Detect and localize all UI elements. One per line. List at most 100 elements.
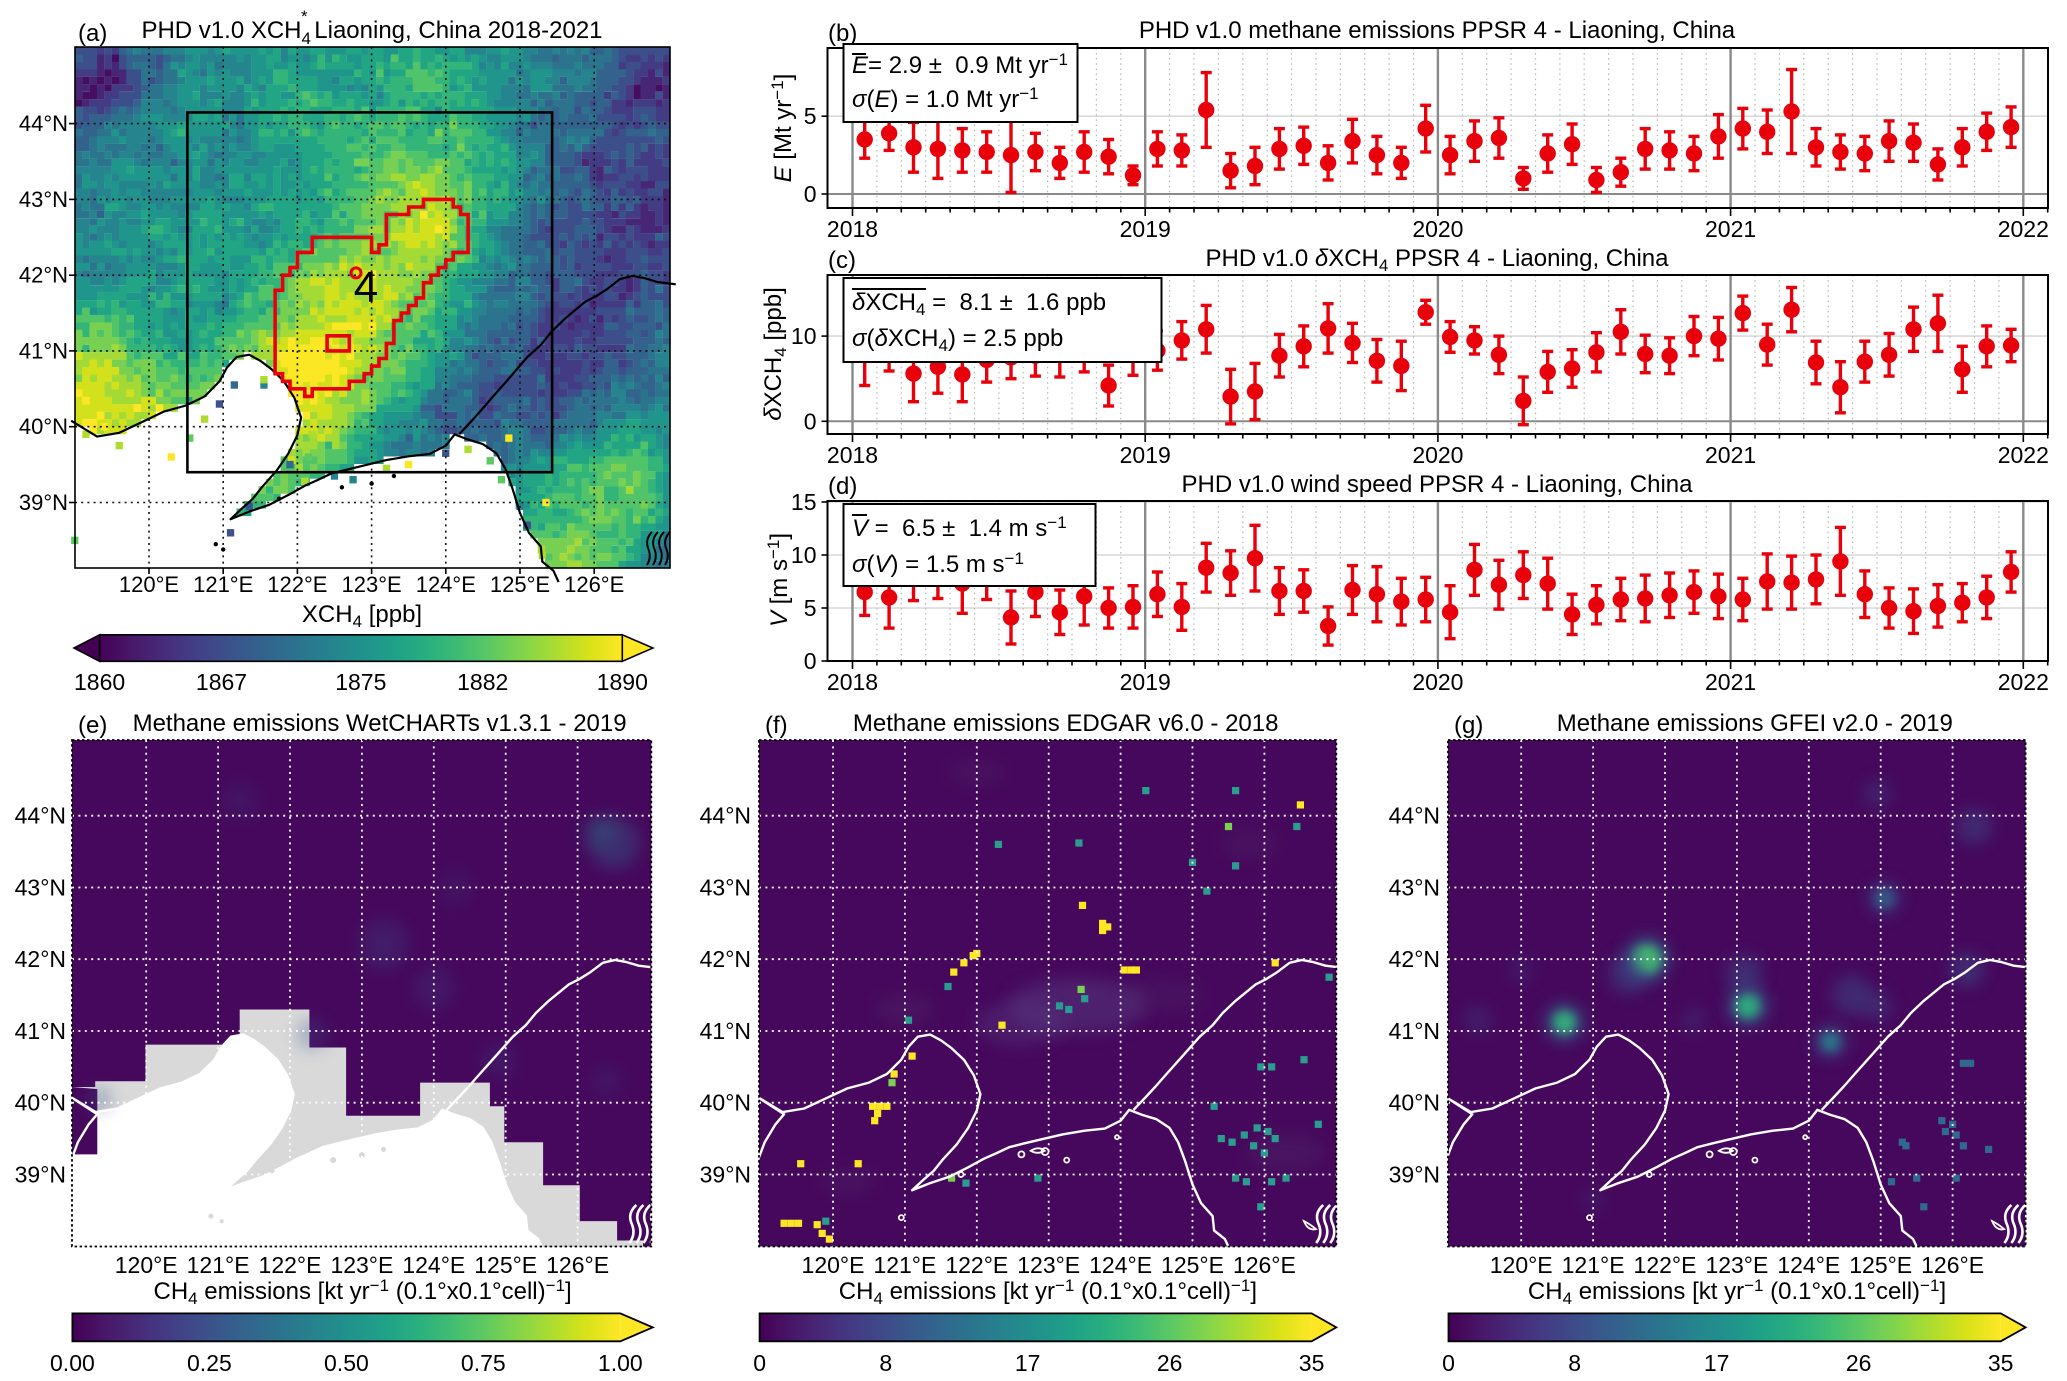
- svg-text:0: 0: [804, 181, 817, 207]
- svg-text:XCH4 [ppb]: XCH4 [ppb]: [302, 601, 422, 631]
- svg-text:43°N: 43°N: [15, 875, 66, 901]
- svg-text:39°N: 39°N: [1389, 1162, 1440, 1188]
- svg-text:26: 26: [1157, 1350, 1183, 1376]
- svg-text:43°N: 43°N: [1389, 875, 1440, 901]
- svg-text:126°E: 126°E: [564, 572, 624, 597]
- svg-text:44°N: 44°N: [1389, 803, 1440, 829]
- svg-text:2020: 2020: [1412, 442, 1463, 468]
- svg-text:122°E: 122°E: [1634, 1252, 1697, 1278]
- svg-text:17: 17: [1015, 1350, 1041, 1376]
- svg-text:15: 15: [791, 489, 817, 515]
- svg-text:41°N: 41°N: [1389, 1018, 1440, 1044]
- svg-text:126°E: 126°E: [1921, 1252, 1984, 1278]
- svg-text:V [m s−1]: V [m s−1]: [764, 533, 793, 627]
- svg-text:26: 26: [1846, 1350, 1872, 1376]
- svg-text:124°E: 124°E: [416, 572, 476, 597]
- svg-text:1867: 1867: [196, 669, 247, 695]
- svg-text:1882: 1882: [457, 669, 508, 695]
- svg-text:123°E: 123°E: [342, 572, 402, 597]
- svg-text:120°E: 120°E: [115, 1252, 178, 1278]
- svg-text:(g): (g): [1454, 712, 1483, 739]
- svg-text:PHD v1.0 wind speed PPSR 4 - L: PHD v1.0 wind speed PPSR 4 - Liaoning, C…: [1182, 471, 1694, 498]
- svg-text:CH4 emissions [kt yr−1 (0.1°x0: CH4 emissions [kt yr−1 (0.1°x0.1°cell)−1…: [1528, 1276, 1946, 1308]
- svg-text:120°E: 120°E: [1490, 1252, 1553, 1278]
- svg-text:122°E: 122°E: [945, 1252, 1008, 1278]
- svg-text:43°N: 43°N: [700, 875, 751, 901]
- svg-text:0.00: 0.00: [50, 1350, 95, 1376]
- svg-text:17: 17: [1704, 1350, 1730, 1376]
- svg-text:40°N: 40°N: [700, 1090, 751, 1116]
- svg-text:122°E: 122°E: [259, 1252, 322, 1278]
- svg-text:41°N: 41°N: [19, 338, 68, 363]
- svg-text:CH4 emissions [kt yr−1 (0.1°x0: CH4 emissions [kt yr−1 (0.1°x0.1°cell)−1…: [153, 1276, 571, 1308]
- svg-text:126°E: 126°E: [1233, 1252, 1296, 1278]
- svg-text:41°N: 41°N: [15, 1018, 66, 1044]
- svg-text:PHD v1.0 XCH4* Liaoning, China: PHD v1.0 XCH4* Liaoning, China 2018-2021: [141, 7, 602, 48]
- svg-text:2022: 2022: [1998, 669, 2049, 695]
- svg-text:121°E: 121°E: [187, 1252, 250, 1278]
- svg-text:10: 10: [791, 542, 817, 568]
- svg-text:2018: 2018: [827, 669, 878, 695]
- svg-text:121°E: 121°E: [873, 1252, 936, 1278]
- svg-text:σ(V) = 1.5 m s−1: σ(V) = 1.5 m s−1: [852, 549, 1024, 578]
- svg-text:Methane emissions WetCHARTs v1: Methane emissions WetCHARTs v1.3.1 - 201…: [133, 710, 627, 737]
- svg-text:Methane emissions GFEI v2.0 -: Methane emissions GFEI v2.0 - 2019: [1557, 710, 1953, 737]
- svg-text:CH4 emissions [kt yr−1 (0.1°x0: CH4 emissions [kt yr−1 (0.1°x0.1°cell)−1…: [839, 1276, 1257, 1308]
- svg-text:5: 5: [804, 595, 817, 621]
- svg-text:42°N: 42°N: [1389, 946, 1440, 972]
- svg-text:8: 8: [879, 1350, 892, 1376]
- svg-text:10: 10: [791, 323, 817, 349]
- svg-text:1.00: 1.00: [598, 1350, 643, 1376]
- svg-text:120°E: 120°E: [119, 572, 179, 597]
- svg-text:2020: 2020: [1412, 669, 1463, 695]
- svg-text:40°N: 40°N: [15, 1090, 66, 1116]
- svg-text:5: 5: [804, 103, 817, 129]
- svg-text:0: 0: [804, 648, 817, 674]
- svg-text:2020: 2020: [1412, 216, 1463, 242]
- svg-text:4: 4: [354, 263, 378, 312]
- svg-text:39°N: 39°N: [19, 490, 68, 515]
- svg-text:1875: 1875: [335, 669, 386, 695]
- svg-text:123°E: 123°E: [330, 1252, 393, 1278]
- svg-text:1890: 1890: [597, 669, 648, 695]
- svg-text:122°E: 122°E: [267, 572, 327, 597]
- svg-text:40°N: 40°N: [1389, 1090, 1440, 1116]
- svg-text:(e): (e): [78, 712, 107, 739]
- svg-text:125°E: 125°E: [1161, 1252, 1224, 1278]
- svg-text:35: 35: [1299, 1350, 1325, 1376]
- svg-text:PHD v1.0 δXCH4 PPSR 4 - Liaoni: PHD v1.0 δXCH4 PPSR 4 - Liaoning, China: [1205, 245, 1669, 275]
- svg-text:39°N: 39°N: [15, 1162, 66, 1188]
- svg-text:0.50: 0.50: [324, 1350, 369, 1376]
- svg-text:(c): (c): [828, 247, 856, 274]
- svg-text:0: 0: [804, 408, 817, 434]
- svg-text:σ(δXCH4) = 2.5 ppb: σ(δXCH4) = 2.5 ppb: [852, 325, 1063, 355]
- svg-text:44°N: 44°N: [700, 803, 751, 829]
- svg-text:2018: 2018: [827, 442, 878, 468]
- svg-text:E [Mt yr−1]: E [Mt yr−1]: [768, 74, 797, 183]
- svg-text:124°E: 124°E: [402, 1252, 465, 1278]
- svg-text:41°N: 41°N: [700, 1018, 751, 1044]
- svg-text:2018: 2018: [827, 216, 878, 242]
- svg-text:σ(E) = 1.0 Mt yr−1: σ(E) = 1.0 Mt yr−1: [852, 84, 1039, 113]
- svg-text:44°N: 44°N: [15, 803, 66, 829]
- svg-text:PHD v1.0 methane emissions PPS: PHD v1.0 methane emissions PPSR 4 - Liao…: [1139, 17, 1736, 44]
- svg-text:125°E: 125°E: [1849, 1252, 1912, 1278]
- svg-text:8: 8: [1568, 1350, 1581, 1376]
- svg-text:124°E: 124°E: [1089, 1252, 1152, 1278]
- svg-text:2019: 2019: [1120, 442, 1171, 468]
- svg-text:(a): (a): [78, 20, 107, 47]
- svg-text:2022: 2022: [1998, 216, 2049, 242]
- svg-text:39°N: 39°N: [700, 1162, 751, 1188]
- svg-text:121°E: 121°E: [193, 572, 253, 597]
- svg-text:E= 2.9 ± 0.9 Mt yr−1: E= 2.9 ± 0.9 Mt yr−1: [852, 50, 1068, 79]
- svg-text:120°E: 120°E: [802, 1252, 865, 1278]
- svg-text:2022: 2022: [1998, 442, 2049, 468]
- svg-text:2021: 2021: [1705, 442, 1756, 468]
- svg-text:125°E: 125°E: [474, 1252, 537, 1278]
- svg-text:2019: 2019: [1120, 216, 1171, 242]
- svg-text:35: 35: [1988, 1350, 2014, 1376]
- svg-text:0.25: 0.25: [187, 1350, 232, 1376]
- svg-text:0: 0: [753, 1350, 766, 1376]
- svg-text:123°E: 123°E: [1017, 1252, 1080, 1278]
- svg-text:2019: 2019: [1120, 669, 1171, 695]
